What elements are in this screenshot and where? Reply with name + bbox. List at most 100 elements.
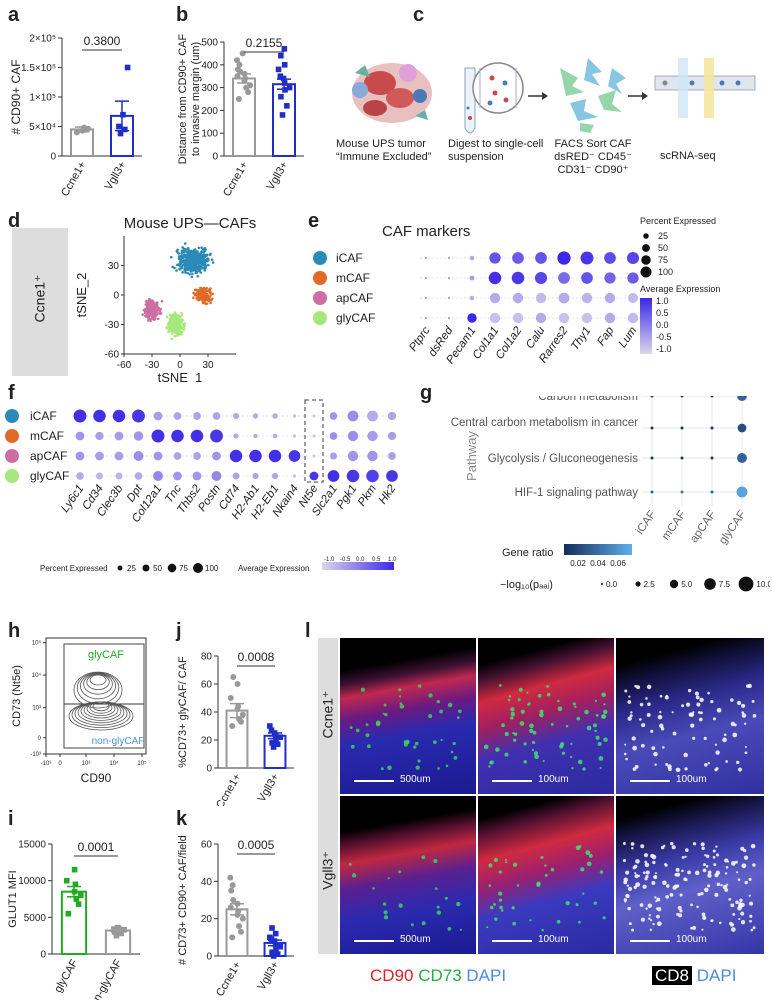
legend-dapi: DAPI bbox=[696, 966, 737, 985]
cell-marker bbox=[644, 862, 650, 868]
tsne-point-apCAF bbox=[149, 313, 153, 317]
tsne-point-iCAF bbox=[186, 250, 189, 254]
cell-marker bbox=[627, 716, 632, 721]
cell-marker bbox=[695, 695, 700, 700]
cell-marker bbox=[458, 709, 462, 714]
y-tick-label: 10000 bbox=[18, 876, 46, 887]
cell-marker bbox=[628, 922, 632, 926]
tsne-point-glyCAF bbox=[166, 323, 170, 326]
size-legend-dot bbox=[635, 581, 641, 587]
cell-marker bbox=[632, 745, 638, 751]
scale-label: 100um bbox=[538, 774, 569, 785]
tsne-point-iCAF bbox=[181, 256, 185, 260]
data-point bbox=[230, 674, 237, 680]
cell-marker bbox=[750, 843, 756, 849]
tsne-point-mCAF bbox=[205, 302, 209, 305]
dot bbox=[271, 472, 279, 480]
cell-marker bbox=[697, 711, 701, 714]
cell-marker bbox=[437, 767, 440, 770]
tumor-illustration bbox=[352, 63, 432, 123]
cell-marker bbox=[736, 871, 739, 874]
tube-illustration bbox=[464, 62, 524, 134]
contour-line bbox=[71, 701, 131, 729]
data-point bbox=[234, 681, 241, 687]
dot bbox=[292, 434, 297, 438]
cell-marker bbox=[523, 742, 527, 746]
data-point bbox=[239, 50, 246, 57]
cell-marker bbox=[701, 912, 706, 917]
cell-marker bbox=[636, 685, 641, 690]
dot bbox=[212, 451, 221, 461]
size-legend-label: 10.0 bbox=[756, 580, 770, 589]
cell-marker bbox=[578, 844, 582, 848]
dot bbox=[232, 472, 240, 480]
dot bbox=[173, 471, 182, 481]
cell-marker bbox=[410, 923, 414, 927]
tsne-point-glyCAF bbox=[173, 334, 177, 338]
cell-marker bbox=[571, 766, 574, 770]
tsne-point-iCAF bbox=[189, 253, 192, 256]
tsne-point-mCAF bbox=[208, 288, 212, 292]
data-point bbox=[229, 882, 236, 889]
cell-marker bbox=[580, 867, 585, 872]
cell-marker bbox=[724, 872, 728, 875]
dot bbox=[710, 456, 714, 460]
dot bbox=[190, 429, 204, 443]
dot bbox=[558, 312, 570, 324]
tsne-point-apCAF bbox=[156, 317, 160, 321]
dot bbox=[628, 293, 638, 303]
cell-marker bbox=[749, 919, 752, 923]
color-legend-label: 0.04 bbox=[590, 559, 606, 568]
color-legend-label: 0.0 bbox=[356, 557, 365, 563]
cell-marker bbox=[512, 921, 516, 926]
data-point bbox=[73, 896, 80, 902]
y-tick-label: 300 bbox=[201, 83, 218, 94]
cell-marker bbox=[350, 744, 355, 749]
cell-marker bbox=[701, 928, 704, 931]
dot bbox=[153, 471, 163, 481]
micrograph-ccne1-100um-cd90: 100um bbox=[478, 638, 614, 794]
cell-marker bbox=[633, 885, 637, 890]
cell-marker bbox=[486, 926, 489, 929]
column-label: iCAF bbox=[634, 509, 658, 537]
cell-marker bbox=[602, 916, 606, 920]
y-axis-label: # CD73+ CD90+ CAF/field bbox=[177, 835, 189, 965]
cell-marker bbox=[557, 699, 560, 703]
dot bbox=[604, 292, 616, 304]
highlight-box bbox=[304, 399, 324, 483]
y-tick-label: 0 bbox=[40, 950, 46, 961]
cell-marker bbox=[724, 858, 729, 863]
scale-label: 500um bbox=[400, 934, 431, 945]
tsne-point-iCAF bbox=[192, 264, 196, 268]
contour-line bbox=[73, 671, 123, 709]
dot bbox=[96, 472, 103, 480]
dot bbox=[558, 272, 570, 284]
cell-marker bbox=[712, 855, 716, 859]
cell-marker bbox=[715, 845, 718, 848]
size-legend-label: 50 bbox=[153, 564, 162, 573]
column-label: mCAF bbox=[660, 509, 689, 543]
dot bbox=[312, 414, 316, 418]
cell-marker bbox=[592, 723, 597, 728]
cell-marker bbox=[459, 928, 462, 931]
cell-marker bbox=[643, 853, 649, 858]
cell-marker bbox=[380, 767, 384, 771]
contour-line bbox=[83, 673, 113, 695]
dot bbox=[534, 271, 548, 285]
size-legend-title: Percent Expressed bbox=[640, 216, 716, 226]
tsne-point-iCAF bbox=[181, 271, 184, 274]
tsne-point-iCAF bbox=[175, 269, 178, 272]
cell-marker bbox=[748, 894, 751, 897]
cell-marker bbox=[574, 705, 577, 708]
caf-cells-illustration bbox=[560, 58, 626, 133]
x-axis-label: tSNE_1 bbox=[158, 370, 203, 382]
data-point bbox=[271, 938, 278, 944]
cell-marker bbox=[700, 842, 705, 847]
y-axis-label: %CD73+ glyCAF/ CAF bbox=[177, 656, 189, 768]
y-tick-label: 400 bbox=[201, 60, 218, 71]
cell-marker bbox=[672, 731, 677, 736]
y-tick-label: 0 bbox=[50, 152, 56, 163]
bar bbox=[232, 77, 256, 157]
dot bbox=[133, 431, 144, 441]
tsne-point-glyCAF bbox=[183, 324, 186, 328]
